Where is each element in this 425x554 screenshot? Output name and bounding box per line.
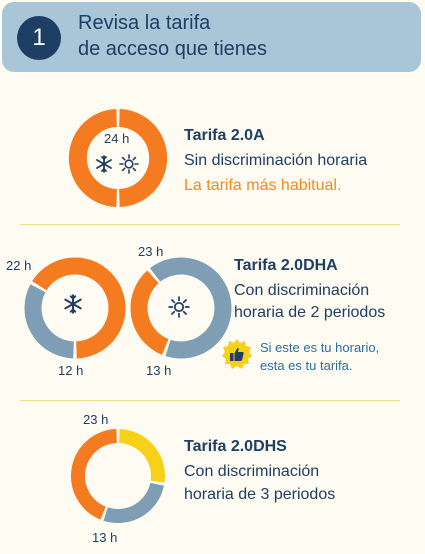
tariff-20dha-description-line2: horaria de 2 periodos — [234, 304, 386, 321]
step-title-line2: de acceso que tienes — [78, 38, 268, 60]
tariff-20dhs-description-line1: Con discriminación — [184, 463, 320, 480]
tariff-20dha-note-line2: esta es tu tarifa. — [260, 358, 353, 373]
ring-20dha-summer-arcs — [130, 257, 232, 359]
tariff-20dha-description-line1: Con discriminación — [234, 282, 370, 299]
tariff-20a-highlight: La tarifa más habitual. — [184, 177, 342, 194]
step-title-line1: Revisa la tarifa — [78, 12, 211, 34]
ring-20dhs — [71, 429, 165, 523]
ring-20dhs-arcs-segment-2 — [103, 482, 164, 523]
ring-20a-arcs — [68, 109, 168, 207]
ring-20a-label: 24 h — [104, 131, 130, 146]
tariff-20dha-note: Si este es tu horario, esta es tu tarifa… — [260, 339, 379, 375]
step-header: 1 Revisa la tarifa de acceso que tienes — [2, 2, 421, 72]
ring-20dha-summer-start-label: 23 h — [138, 244, 164, 259]
step-title: Revisa la tarifa de acceso que tienes — [78, 10, 408, 62]
ring-20dha-winter-end-label: 12 h — [58, 363, 84, 378]
ring-20dhs-arcs-segment-1 — [118, 429, 165, 483]
ring-20a-arcs-segment-2 — [68, 109, 118, 207]
tariff-20dhs-name: Tarifa 2.0DHS — [184, 438, 287, 455]
ring-20dha-winter-arcs — [24, 257, 126, 359]
ring-20dha-summer-arcs-segment-1 — [149, 257, 232, 359]
ring-20dha-summer-end-label: 13 h — [146, 363, 172, 378]
ring-20dha-winter-arcs-segment-1 — [32, 257, 126, 359]
ring-20dha-summer-arcs-segment-2 — [130, 270, 169, 355]
divider — [20, 400, 400, 401]
sun-icon — [119, 154, 139, 174]
sun-icon — [168, 296, 190, 318]
snowflake-icon — [64, 294, 82, 314]
ring-20dha-winter-arcs-segment-2 — [24, 284, 75, 359]
ring-20dha-summer — [130, 257, 232, 359]
snowflake-icon — [96, 155, 112, 173]
tariff-20a-description: Sin discriminación horaria — [184, 152, 368, 169]
ring-20dhs-arcs — [71, 429, 165, 523]
ring-20dha-winter-start-label: 22 h — [6, 258, 32, 273]
divider — [20, 224, 400, 225]
ring-20dha-winter — [24, 257, 126, 359]
ring-20a — [68, 109, 168, 207]
ring-20dhs-end-label: 13 h — [92, 530, 118, 545]
ring-20dhs-start-label: 23 h — [83, 412, 109, 427]
ring-20a-arcs-segment-1 — [118, 109, 168, 207]
tariff-20a-name: Tarifa 2.0A — [184, 127, 265, 144]
ring-20dhs-arcs-segment-3 — [71, 429, 118, 520]
tariff-20dha-name: Tarifa 2.0DHA — [234, 257, 338, 274]
step-number-badge: 1 — [17, 16, 61, 60]
tariff-20dhs-description-line2: horaria de 3 periodos — [184, 486, 336, 503]
tariff-20dha-note-line1: Si este es tu horario, — [260, 340, 380, 355]
thumbs-up-icon — [222, 339, 252, 369]
